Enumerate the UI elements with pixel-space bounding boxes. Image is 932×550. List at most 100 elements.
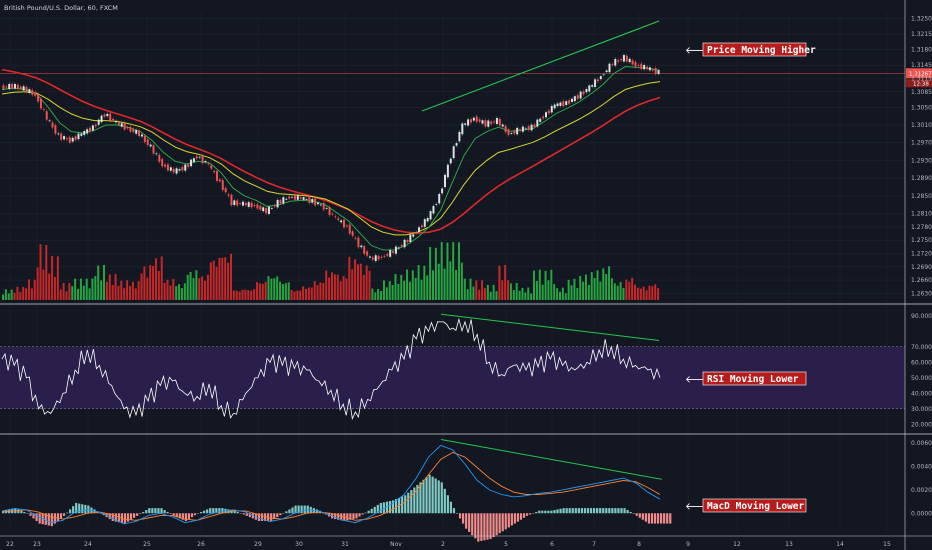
volume-bar: [443, 268, 446, 300]
candle-body: [446, 164, 449, 178]
macd-histogram-bar: [169, 513, 172, 514]
volume-bar: [550, 269, 553, 300]
volume-bar: [469, 278, 472, 300]
volume-bar: [123, 288, 126, 300]
candle-body: [2, 85, 5, 89]
macd-histogram-bar: [32, 513, 35, 519]
macd-panel[interactable]: [1, 439, 672, 542]
volume-bar: [333, 274, 336, 300]
volume-bar: [619, 282, 622, 300]
macd-signal-line: [1, 451, 661, 521]
candle-body: [152, 145, 155, 154]
candle-body: [527, 126, 530, 130]
macd-histogram-bar: [541, 510, 544, 514]
macd-histogram-bar: [617, 508, 620, 514]
macd-histogram-bar: [385, 501, 389, 514]
volume-bar: [82, 285, 85, 300]
volume-bar: [504, 265, 507, 300]
macd-histogram-bar: [592, 508, 596, 514]
volume-bar: [472, 286, 475, 300]
macd-histogram-bar: [474, 513, 477, 539]
candle-body: [599, 76, 602, 80]
candle-body: [605, 70, 608, 73]
candle-body: [187, 164, 190, 167]
macd-histogram-bar: [132, 513, 136, 518]
candle-body: [250, 202, 253, 208]
macd-histogram-bar: [17, 509, 20, 514]
volume-bar: [313, 281, 316, 300]
candle-body: [625, 55, 628, 62]
volume-bar: [195, 270, 198, 300]
macd-histogram-bar: [145, 510, 148, 514]
candle-body: [270, 207, 273, 209]
volume-bar: [51, 256, 54, 300]
candle-body: [576, 95, 579, 99]
macd-histogram-bar: [154, 508, 157, 514]
volume-bar: [492, 284, 495, 300]
macd-histogram-bar: [410, 490, 413, 514]
volume-bar: [403, 280, 406, 300]
price-y-tick: 1.31150: [911, 75, 932, 82]
candle-body: [164, 164, 167, 167]
macd-histogram-bar: [629, 511, 632, 514]
rsi-panel[interactable]: [0, 313, 905, 420]
volume-bar: [533, 270, 536, 300]
volume-bar: [391, 285, 394, 300]
volume-bar: [105, 281, 108, 300]
volume-bar: [25, 288, 28, 300]
candle-body: [380, 256, 383, 258]
macd-histogram-bar: [538, 510, 541, 514]
macd-histogram-bar: [653, 513, 657, 524]
candle-body: [117, 122, 120, 125]
volume-bar: [56, 256, 59, 300]
volume-bar: [576, 287, 579, 300]
candle-body: [342, 219, 345, 228]
candle-body: [536, 119, 539, 127]
macd-histogram-bar: [364, 512, 367, 514]
macd-histogram-bar: [666, 513, 669, 524]
candle-body: [216, 171, 219, 181]
macd-histogram-bar: [525, 513, 529, 516]
macd-histogram-bar: [172, 513, 175, 516]
macd-histogram-bar: [468, 513, 471, 532]
volume-bar: [296, 290, 299, 300]
grid: [0, 12, 905, 532]
macd-histogram-bar: [78, 503, 81, 514]
candle-body: [184, 164, 187, 171]
volume-bar: [452, 242, 455, 300]
candle-body: [65, 138, 68, 140]
candle-body: [291, 196, 294, 198]
macd-histogram-bar: [529, 513, 532, 515]
x-tick-label: 15: [883, 541, 891, 548]
volume-bar: [394, 274, 397, 300]
candle-body: [77, 133, 80, 140]
macd-histogram-bar: [56, 513, 60, 521]
candle-body: [464, 123, 467, 125]
candle-body: [16, 84, 19, 90]
macd-histogram-bar: [303, 505, 306, 514]
macd-histogram-bar: [315, 509, 318, 514]
macd-histogram-bar: [227, 509, 230, 514]
volume-bar: [160, 256, 163, 300]
volume-bar: [336, 274, 339, 300]
candle-body: [366, 251, 369, 256]
candle-body: [397, 247, 400, 249]
candle-body: [588, 85, 591, 92]
candle-body: [409, 234, 412, 242]
macd-histogram-bar: [647, 513, 651, 524]
volume-bar: [538, 269, 541, 300]
macd-histogram-bar: [358, 513, 361, 517]
volume-bar: [45, 244, 48, 300]
macd-histogram-bar: [23, 511, 26, 514]
rsi-y-tick: 70.0000: [911, 344, 932, 351]
volume-bar: [356, 264, 359, 300]
candle-body: [244, 202, 247, 206]
annotation-macd: 🡐 MacD Moving Lower: [685, 498, 807, 513]
volume-bar: [97, 265, 100, 300]
price-panel[interactable]: 1.31267 12:38: [0, 20, 932, 263]
candle-body: [542, 116, 545, 119]
volume-bar: [527, 287, 530, 300]
macd-histogram-bar: [623, 508, 626, 514]
